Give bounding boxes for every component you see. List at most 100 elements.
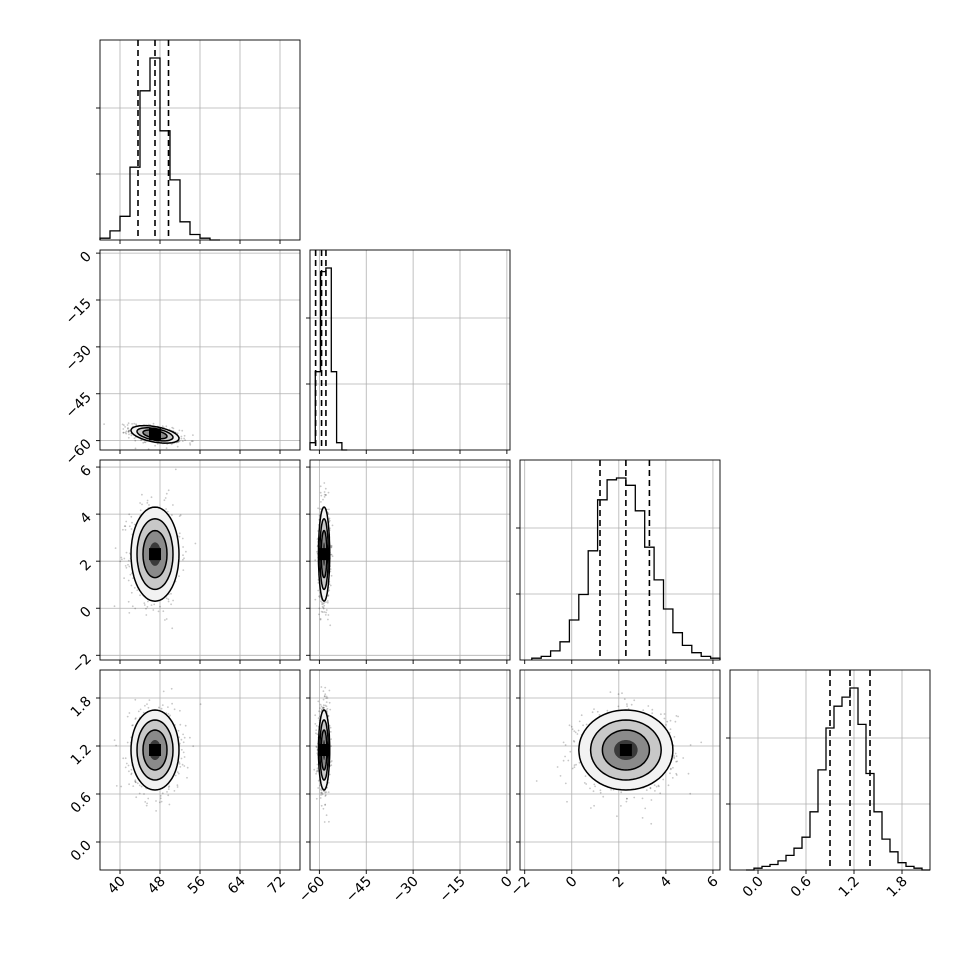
sample-point: [125, 762, 128, 765]
sample-point: [171, 426, 174, 429]
sample-point: [689, 792, 692, 795]
sample-point: [328, 508, 330, 511]
sample-point: [573, 766, 576, 769]
sample-point: [573, 730, 576, 732]
sample-point: [162, 690, 165, 693]
sample-point: [329, 726, 332, 729]
sample-point: [324, 794, 327, 797]
sample-point: [127, 427, 129, 430]
sample-point: [128, 429, 131, 432]
sample-point: [590, 807, 592, 809]
joint-panel-0-3: [96, 669, 301, 874]
sample-point: [328, 773, 331, 776]
sample-point: [179, 742, 181, 745]
joint-panel-0-1: [96, 249, 301, 454]
sample-point: [322, 706, 325, 709]
sample-point: [146, 802, 149, 805]
sample-point: [675, 760, 678, 763]
sample-point: [328, 689, 331, 692]
sample-point: [323, 695, 326, 697]
axes-frame: [519, 459, 721, 661]
sample-point: [180, 435, 183, 438]
sample-point: [330, 574, 333, 577]
sample-point: [320, 501, 322, 503]
sample-point: [103, 423, 105, 425]
sample-point: [179, 766, 182, 768]
sample-point: [125, 551, 128, 554]
y-tick-label: −45: [63, 389, 95, 421]
sample-point: [152, 422, 155, 425]
sample-point: [559, 775, 562, 777]
sample-point: [134, 607, 137, 610]
sample-point: [314, 723, 317, 725]
sample-point: [700, 741, 703, 744]
x-tick-label: 56: [185, 873, 209, 897]
sample-point: [602, 795, 605, 798]
sample-point: [143, 604, 146, 606]
sample-point: [162, 610, 165, 613]
sample-point: [330, 546, 333, 549]
sample-point: [676, 760, 679, 763]
sample-point: [136, 589, 139, 591]
joint-content: [113, 468, 197, 630]
sample-point: [319, 703, 322, 706]
sample-point: [580, 714, 583, 717]
sample-point: [674, 720, 677, 723]
x-tick-label: 48: [145, 874, 169, 898]
x-tick-label: 1.8: [884, 874, 911, 901]
sample-point: [662, 778, 665, 781]
sample-point: [192, 434, 194, 436]
y-tick-label: 2: [77, 557, 95, 575]
sample-point: [327, 714, 330, 717]
sample-point: [176, 784, 179, 787]
sample-point: [189, 443, 192, 446]
sample-point: [178, 761, 181, 763]
sample-point: [147, 706, 150, 709]
sample-point: [689, 744, 692, 746]
sample-point: [168, 785, 171, 788]
sample-point: [178, 429, 181, 432]
sample-point: [142, 441, 145, 444]
contour-line: [136, 427, 174, 442]
sample-point: [327, 618, 329, 621]
sample-point: [682, 757, 685, 759]
sample-point: [134, 439, 137, 442]
gridlines: [100, 670, 300, 870]
contour-line: [601, 729, 651, 771]
sample-point: [325, 494, 327, 496]
sample-point: [322, 602, 325, 605]
sample-point: [128, 525, 131, 528]
sample-point: [330, 760, 333, 762]
sample-point: [127, 600, 130, 603]
sample-point: [322, 690, 325, 693]
sample-point: [669, 768, 672, 771]
sample-point: [183, 736, 186, 739]
joint-content: [314, 482, 334, 627]
sample-point: [324, 494, 327, 496]
sample-point: [317, 787, 320, 789]
sample-point: [127, 436, 130, 439]
sample-point: [125, 520, 128, 523]
x-tick-label: 0.6: [788, 873, 815, 900]
sample-point: [642, 709, 645, 712]
sample-point: [322, 706, 324, 709]
sample-point: [152, 609, 155, 611]
sample-point: [325, 705, 328, 708]
axes-frame: [309, 669, 511, 871]
sample-point: [329, 708, 332, 711]
sample-point: [328, 589, 331, 592]
sample-point: [143, 793, 145, 795]
sample-point: [320, 686, 323, 688]
sample-point: [620, 791, 623, 794]
sample-point: [599, 791, 602, 794]
sample-point: [585, 783, 588, 785]
y-tick-label: −60: [63, 436, 95, 468]
sample-point: [121, 558, 123, 561]
sample-point: [161, 792, 164, 795]
sample-point: [319, 618, 322, 621]
sample-point: [177, 772, 180, 775]
sample-point: [322, 498, 324, 501]
sample-point: [127, 764, 130, 767]
sample-point: [315, 746, 318, 749]
sample-point: [621, 692, 623, 695]
